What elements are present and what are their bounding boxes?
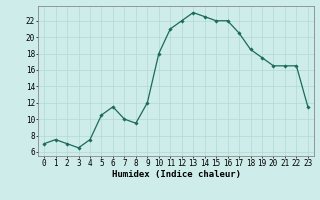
X-axis label: Humidex (Indice chaleur): Humidex (Indice chaleur) (111, 170, 241, 179)
